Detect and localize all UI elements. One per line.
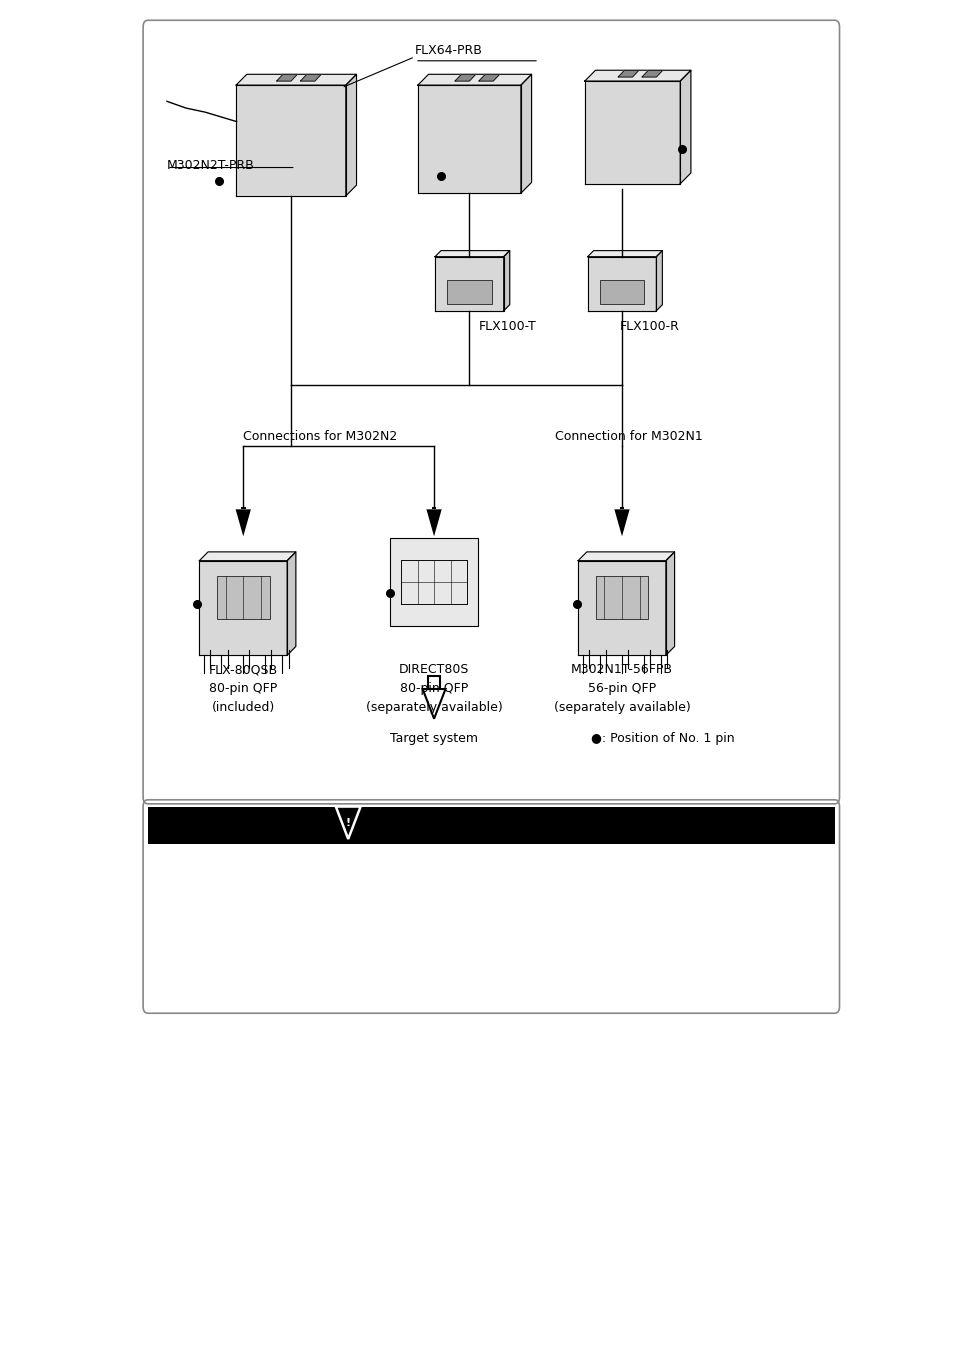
Polygon shape <box>276 74 296 81</box>
Text: ●: Position of No. 1 pin: ●: Position of No. 1 pin <box>591 732 735 746</box>
Polygon shape <box>300 74 320 81</box>
Text: M302N1T-56FPB: M302N1T-56FPB <box>571 663 672 677</box>
Polygon shape <box>236 85 345 196</box>
Polygon shape <box>665 553 674 655</box>
Bar <box>599 280 643 304</box>
Text: 80-pin QFP: 80-pin QFP <box>209 682 277 696</box>
Text: (separately available): (separately available) <box>365 701 502 715</box>
Polygon shape <box>478 74 498 81</box>
Polygon shape <box>426 509 441 536</box>
Bar <box>595 576 648 619</box>
Polygon shape <box>503 251 509 311</box>
Bar <box>148 807 834 844</box>
Polygon shape <box>435 257 503 311</box>
Text: (separately available): (separately available) <box>553 701 690 715</box>
Polygon shape <box>578 553 674 561</box>
Polygon shape <box>417 74 531 85</box>
Polygon shape <box>345 74 356 196</box>
Text: 80-pin QFP: 80-pin QFP <box>399 682 468 696</box>
Polygon shape <box>236 74 356 85</box>
Text: Target system: Target system <box>390 732 477 746</box>
Polygon shape <box>618 70 638 77</box>
Polygon shape <box>199 561 287 655</box>
Polygon shape <box>587 251 661 257</box>
Text: (included): (included) <box>212 701 274 715</box>
FancyBboxPatch shape <box>143 20 839 804</box>
Bar <box>240 507 246 509</box>
Bar <box>390 539 477 627</box>
Polygon shape <box>587 257 656 311</box>
Bar <box>428 676 439 689</box>
Polygon shape <box>455 74 475 81</box>
Bar <box>619 507 624 509</box>
Text: 56-pin QFP: 56-pin QFP <box>587 682 656 696</box>
Bar <box>216 576 270 619</box>
Polygon shape <box>656 251 661 311</box>
Polygon shape <box>422 689 445 719</box>
Text: M302N2T-PRB: M302N2T-PRB <box>167 159 254 173</box>
Polygon shape <box>435 251 509 257</box>
Polygon shape <box>199 553 295 561</box>
Text: !: ! <box>345 817 351 828</box>
Text: FLX100-T: FLX100-T <box>478 320 537 334</box>
Polygon shape <box>417 85 520 193</box>
Text: FLX-80QSB: FLX-80QSB <box>209 663 277 677</box>
Text: Connections for M302N2: Connections for M302N2 <box>243 430 397 443</box>
Polygon shape <box>578 561 665 655</box>
Bar <box>447 280 491 304</box>
Bar <box>431 507 436 509</box>
Polygon shape <box>614 509 629 536</box>
Polygon shape <box>287 553 295 655</box>
Text: Connection for M302N1: Connection for M302N1 <box>555 430 702 443</box>
Text: FLX64-PRB: FLX64-PRB <box>415 43 482 57</box>
Polygon shape <box>520 74 531 193</box>
Text: FLX100-R: FLX100-R <box>619 320 679 334</box>
Polygon shape <box>584 81 679 184</box>
Text: DIRECT80S: DIRECT80S <box>398 663 469 677</box>
Polygon shape <box>584 70 690 81</box>
Polygon shape <box>235 509 251 536</box>
Polygon shape <box>641 70 661 77</box>
Polygon shape <box>679 70 690 184</box>
